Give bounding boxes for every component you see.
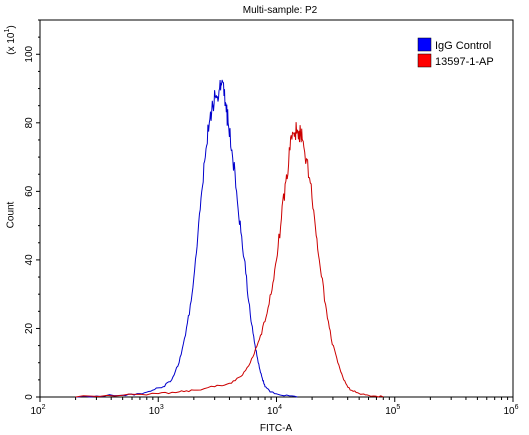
legend: IgG Control 13597-1-AP	[417, 37, 494, 68]
legend-label-13597-1-ap: 13597-1-AP	[435, 56, 494, 68]
y-tick-label-group: 60	[24, 185, 35, 197]
x-axis: 102 103 104 105 106	[30, 397, 519, 417]
y-axis-multiplier: (x 101)	[4, 25, 17, 54]
x-tick-label: 103	[149, 404, 164, 417]
y-tick-label: 100	[24, 45, 35, 62]
y-multiplier-group: (x 101)	[4, 25, 17, 54]
x-tick-label: 102	[30, 404, 45, 417]
plot-frame	[39, 19, 514, 398]
y-tick-label: 40	[24, 254, 35, 266]
y-tick-label-group: 0	[24, 394, 35, 400]
legend-label-igg-control: IgG Control	[435, 40, 491, 52]
y-multiplier-close: )	[6, 25, 17, 28]
legend-swatch-13597-1-ap	[417, 53, 432, 68]
chart-title: Multi-sample: P2	[243, 5, 318, 16]
y-tick-label: 60	[24, 185, 35, 197]
series-line-13597-1-ap	[75, 122, 384, 398]
series-layer	[75, 79, 384, 398]
series-line-igg-control	[75, 79, 298, 398]
y-tick-label-group: 100	[24, 45, 35, 62]
y-axis-title: Count	[6, 201, 17, 228]
y-axis-title-group: Count	[6, 201, 17, 228]
y-tick-label: 20	[24, 322, 35, 334]
y-tick-label: 0	[24, 394, 35, 400]
y-axis: 0 20 40 60 80 100	[24, 19, 40, 400]
y-multiplier-main: (x 10	[6, 32, 17, 55]
y-tick-label: 80	[24, 117, 35, 129]
y-tick-label-group: 80	[24, 117, 35, 129]
y-tick-label-group: 40	[24, 254, 35, 266]
y-multiplier-exp: 1	[4, 29, 11, 33]
y-tick-label-group: 20	[24, 322, 35, 334]
legend-swatch-igg-control	[417, 37, 432, 52]
x-axis-title: FITC-A	[260, 423, 293, 434]
x-tick-label: 104	[267, 404, 282, 417]
x-tick-label: 105	[385, 404, 400, 417]
x-tick-label: 106	[503, 404, 518, 417]
